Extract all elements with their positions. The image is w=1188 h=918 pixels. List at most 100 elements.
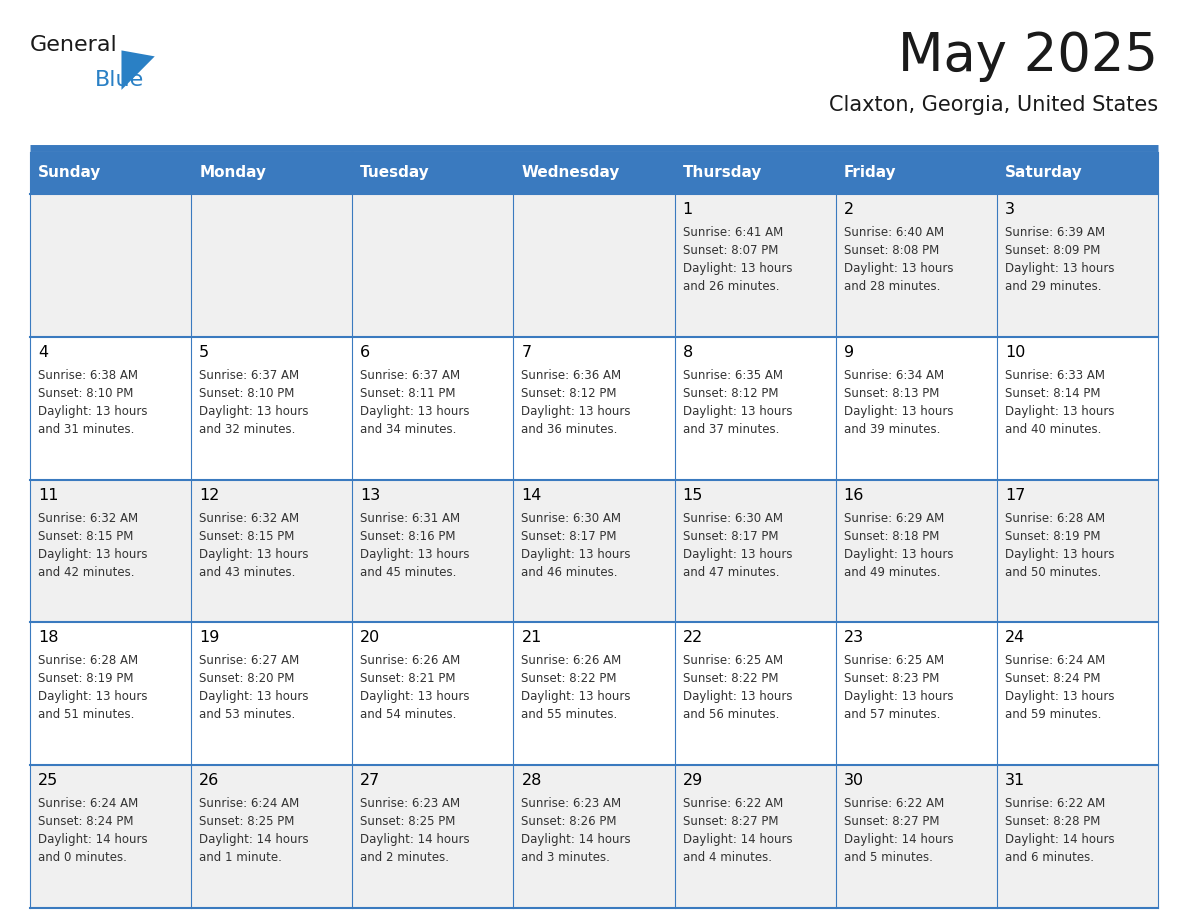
Text: Daylight: 13 hours: Daylight: 13 hours	[1005, 405, 1114, 418]
Text: Daylight: 14 hours: Daylight: 14 hours	[360, 834, 470, 846]
Text: Daylight: 13 hours: Daylight: 13 hours	[38, 690, 147, 703]
Text: Saturday: Saturday	[1005, 165, 1082, 181]
Text: Sunset: 8:20 PM: Sunset: 8:20 PM	[200, 672, 295, 686]
Text: 25: 25	[38, 773, 58, 789]
Text: and 39 minutes.: and 39 minutes.	[843, 423, 940, 436]
Text: Daylight: 13 hours: Daylight: 13 hours	[683, 405, 792, 418]
Text: 12: 12	[200, 487, 220, 502]
Text: Sunrise: 6:34 AM: Sunrise: 6:34 AM	[843, 369, 943, 382]
Text: Sunset: 8:16 PM: Sunset: 8:16 PM	[360, 530, 456, 543]
Text: Sunrise: 6:38 AM: Sunrise: 6:38 AM	[38, 369, 138, 382]
Text: Sunset: 8:08 PM: Sunset: 8:08 PM	[843, 244, 939, 257]
Text: 23: 23	[843, 631, 864, 645]
Text: 24: 24	[1005, 631, 1025, 645]
Text: and 3 minutes.: and 3 minutes.	[522, 851, 611, 864]
Text: Sunrise: 6:37 AM: Sunrise: 6:37 AM	[200, 369, 299, 382]
Text: 26: 26	[200, 773, 220, 789]
Text: 30: 30	[843, 773, 864, 789]
Text: Sunrise: 6:30 AM: Sunrise: 6:30 AM	[683, 511, 783, 524]
Text: Sunset: 8:27 PM: Sunset: 8:27 PM	[843, 815, 940, 828]
Text: and 34 minutes.: and 34 minutes.	[360, 423, 456, 436]
Text: Friday: Friday	[843, 165, 896, 181]
Text: Daylight: 13 hours: Daylight: 13 hours	[1005, 548, 1114, 561]
Text: Blue: Blue	[95, 70, 145, 90]
Text: Sunset: 8:13 PM: Sunset: 8:13 PM	[843, 386, 939, 400]
Text: Sunrise: 6:22 AM: Sunrise: 6:22 AM	[843, 797, 944, 811]
Text: and 6 minutes.: and 6 minutes.	[1005, 851, 1094, 864]
Text: Sunset: 8:22 PM: Sunset: 8:22 PM	[522, 672, 617, 686]
Text: Sunrise: 6:31 AM: Sunrise: 6:31 AM	[360, 511, 461, 524]
Text: and 53 minutes.: and 53 minutes.	[200, 709, 296, 722]
Text: Sunset: 8:15 PM: Sunset: 8:15 PM	[38, 530, 133, 543]
Text: Sunset: 8:12 PM: Sunset: 8:12 PM	[522, 386, 617, 400]
Text: 29: 29	[683, 773, 703, 789]
Text: Sunset: 8:17 PM: Sunset: 8:17 PM	[522, 530, 617, 543]
Text: Sunset: 8:15 PM: Sunset: 8:15 PM	[200, 530, 295, 543]
Text: and 32 minutes.: and 32 minutes.	[200, 423, 296, 436]
Text: 1: 1	[683, 202, 693, 217]
Text: and 57 minutes.: and 57 minutes.	[843, 709, 940, 722]
Text: 18: 18	[38, 631, 58, 645]
Text: 13: 13	[360, 487, 380, 502]
Text: Sunset: 8:25 PM: Sunset: 8:25 PM	[200, 815, 295, 828]
Text: Sunrise: 6:29 AM: Sunrise: 6:29 AM	[843, 511, 944, 524]
Text: 17: 17	[1005, 487, 1025, 502]
Text: Sunday: Sunday	[38, 165, 101, 181]
Text: Daylight: 13 hours: Daylight: 13 hours	[360, 690, 469, 703]
Text: Daylight: 13 hours: Daylight: 13 hours	[683, 262, 792, 275]
Text: and 43 minutes.: and 43 minutes.	[200, 565, 296, 578]
Text: 11: 11	[38, 487, 58, 502]
Text: and 37 minutes.: and 37 minutes.	[683, 423, 779, 436]
Text: 19: 19	[200, 631, 220, 645]
Bar	[30, 194, 1158, 337]
Text: and 29 minutes.: and 29 minutes.	[1005, 280, 1101, 293]
Text: 15: 15	[683, 487, 703, 502]
Text: Sunrise: 6:32 AM: Sunrise: 6:32 AM	[200, 511, 299, 524]
Text: Sunset: 8:18 PM: Sunset: 8:18 PM	[843, 530, 939, 543]
Text: and 4 minutes.: and 4 minutes.	[683, 851, 771, 864]
Text: Sunset: 8:19 PM: Sunset: 8:19 PM	[38, 672, 133, 686]
Text: Daylight: 13 hours: Daylight: 13 hours	[683, 548, 792, 561]
Text: Daylight: 13 hours: Daylight: 13 hours	[843, 690, 953, 703]
Text: 16: 16	[843, 487, 864, 502]
Text: Sunrise: 6:23 AM: Sunrise: 6:23 AM	[522, 797, 621, 811]
Bar	[30, 337, 1158, 479]
Text: Daylight: 13 hours: Daylight: 13 hours	[843, 405, 953, 418]
Text: 31: 31	[1005, 773, 1025, 789]
Text: and 56 minutes.: and 56 minutes.	[683, 709, 779, 722]
Bar	[30, 479, 1158, 622]
Text: Daylight: 13 hours: Daylight: 13 hours	[360, 548, 469, 561]
Text: and 46 minutes.: and 46 minutes.	[522, 565, 618, 578]
Text: Sunset: 8:10 PM: Sunset: 8:10 PM	[38, 386, 133, 400]
Text: Sunset: 8:10 PM: Sunset: 8:10 PM	[200, 386, 295, 400]
Text: Daylight: 13 hours: Daylight: 13 hours	[843, 262, 953, 275]
Text: Sunrise: 6:26 AM: Sunrise: 6:26 AM	[522, 655, 621, 667]
Text: 20: 20	[360, 631, 380, 645]
Text: and 40 minutes.: and 40 minutes.	[1005, 423, 1101, 436]
Text: and 0 minutes.: and 0 minutes.	[38, 851, 127, 864]
Text: Sunset: 8:11 PM: Sunset: 8:11 PM	[360, 386, 456, 400]
Text: Sunrise: 6:33 AM: Sunrise: 6:33 AM	[1005, 369, 1105, 382]
Text: Daylight: 14 hours: Daylight: 14 hours	[843, 834, 953, 846]
Text: Sunrise: 6:41 AM: Sunrise: 6:41 AM	[683, 226, 783, 239]
Text: Daylight: 13 hours: Daylight: 13 hours	[843, 548, 953, 561]
Text: and 45 minutes.: and 45 minutes.	[360, 565, 456, 578]
Text: Daylight: 13 hours: Daylight: 13 hours	[1005, 690, 1114, 703]
Text: and 28 minutes.: and 28 minutes.	[843, 280, 940, 293]
Text: 9: 9	[843, 345, 854, 360]
Text: Sunset: 8:23 PM: Sunset: 8:23 PM	[843, 672, 939, 686]
Text: Daylight: 13 hours: Daylight: 13 hours	[360, 405, 469, 418]
Text: 22: 22	[683, 631, 703, 645]
Text: Sunrise: 6:36 AM: Sunrise: 6:36 AM	[522, 369, 621, 382]
Text: Daylight: 13 hours: Daylight: 13 hours	[683, 690, 792, 703]
Text: Sunset: 8:22 PM: Sunset: 8:22 PM	[683, 672, 778, 686]
Polygon shape	[121, 50, 154, 90]
Text: Sunrise: 6:28 AM: Sunrise: 6:28 AM	[1005, 511, 1105, 524]
Text: Sunset: 8:19 PM: Sunset: 8:19 PM	[1005, 530, 1100, 543]
Text: and 54 minutes.: and 54 minutes.	[360, 709, 456, 722]
Text: Sunrise: 6:23 AM: Sunrise: 6:23 AM	[360, 797, 461, 811]
Text: Daylight: 13 hours: Daylight: 13 hours	[38, 405, 147, 418]
Text: Sunset: 8:26 PM: Sunset: 8:26 PM	[522, 815, 617, 828]
Text: Sunrise: 6:25 AM: Sunrise: 6:25 AM	[843, 655, 943, 667]
Text: Sunrise: 6:40 AM: Sunrise: 6:40 AM	[843, 226, 943, 239]
